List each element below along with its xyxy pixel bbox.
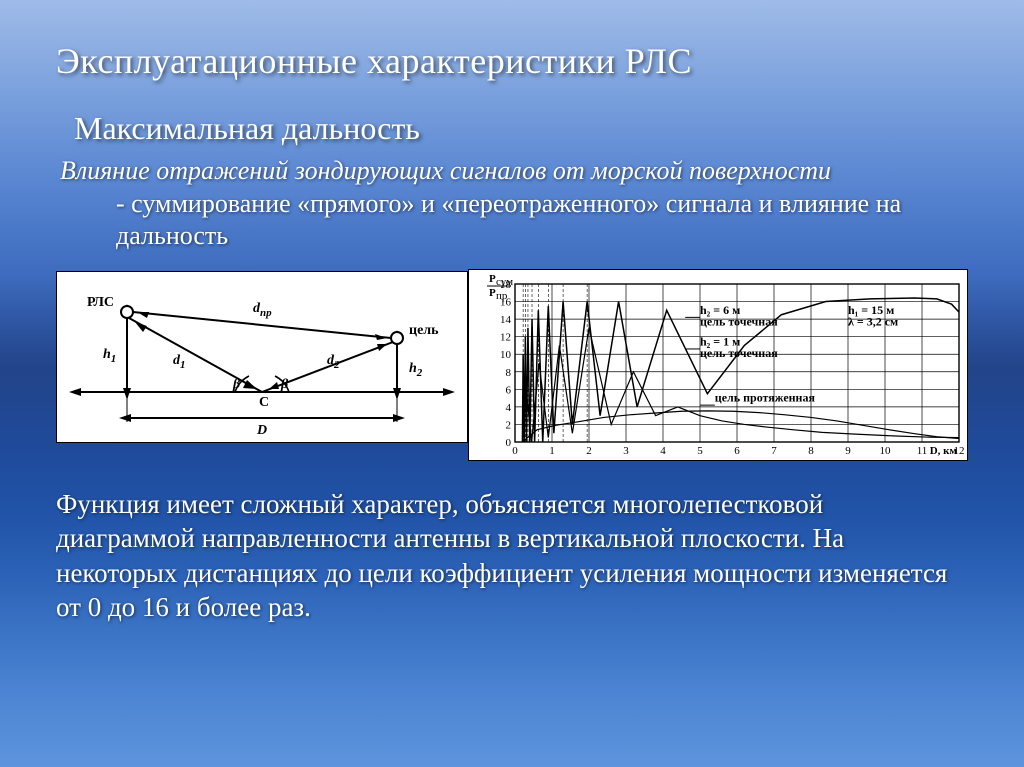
svg-text:3: 3	[623, 445, 629, 457]
svg-text:4: 4	[660, 445, 666, 457]
svg-text:5: 5	[697, 445, 703, 457]
svg-text:11: 11	[917, 445, 928, 457]
svg-text:P: P	[489, 287, 496, 299]
intro-text: Влияние отражений зондирующих сигналов о…	[60, 155, 968, 253]
lbl-rls: РЛС	[87, 295, 114, 310]
lbl-target: цель	[409, 323, 439, 338]
svg-text:0: 0	[506, 437, 512, 449]
svg-text:пр: пр	[496, 290, 508, 302]
slide: Эксплуатационные характеристики РЛС Макс…	[0, 0, 1024, 767]
svg-text:2: 2	[586, 445, 592, 457]
svg-text:цель точечная: цель точечная	[700, 345, 778, 359]
svg-text:8: 8	[808, 445, 814, 457]
svg-text:0: 0	[512, 445, 518, 457]
svg-text:P: P	[489, 273, 496, 285]
figures-row: РЛС цель dпр d1 d2 h1 h2 β β C D 0123456…	[56, 271, 968, 461]
slide-subtitle: Максимальная дальность	[74, 110, 968, 147]
svg-text:10: 10	[880, 445, 892, 457]
bottom-paragraph: Функция имеет сложный характер, объясняе…	[56, 487, 968, 625]
gain-chart-svg: 0123456789101112024681012141618PсумPпрD,…	[469, 270, 967, 460]
svg-text:β: β	[280, 377, 289, 392]
svg-text:D, км: D, км	[930, 445, 958, 457]
reflection-diagram-svg: РЛС цель dпр d1 d2 h1 h2 β β C D	[57, 272, 467, 442]
svg-text:14: 14	[500, 314, 512, 326]
svg-text:12: 12	[500, 331, 511, 343]
svg-text:6: 6	[506, 384, 512, 396]
svg-text:β: β	[232, 377, 241, 392]
gain-chart: 0123456789101112024681012141618PсумPпрD,…	[468, 269, 968, 461]
svg-text:10: 10	[500, 349, 512, 361]
svg-text:6: 6	[734, 445, 740, 457]
reflection-diagram: РЛС цель dпр d1 d2 h1 h2 β β C D	[56, 271, 468, 443]
slide-title: Эксплуатационные характеристики РЛС	[56, 40, 968, 82]
intro-rest: - суммирование «прямого» и «переотраженн…	[116, 188, 968, 253]
svg-text:8: 8	[506, 366, 512, 378]
svg-text:цель протяженная: цель протяженная	[715, 390, 816, 404]
svg-text:D: D	[256, 423, 267, 438]
svg-text:λ = 3,2 см: λ = 3,2 см	[848, 314, 898, 328]
svg-text:9: 9	[845, 445, 851, 457]
svg-text:C: C	[259, 395, 269, 410]
svg-text:2: 2	[506, 419, 512, 431]
svg-text:1: 1	[549, 445, 555, 457]
intro-lead: Влияние отражений зондирующих сигналов о…	[60, 156, 831, 185]
svg-text:7: 7	[771, 445, 777, 457]
svg-text:4: 4	[506, 401, 512, 413]
svg-text:цель точечная: цель точечная	[700, 314, 778, 328]
